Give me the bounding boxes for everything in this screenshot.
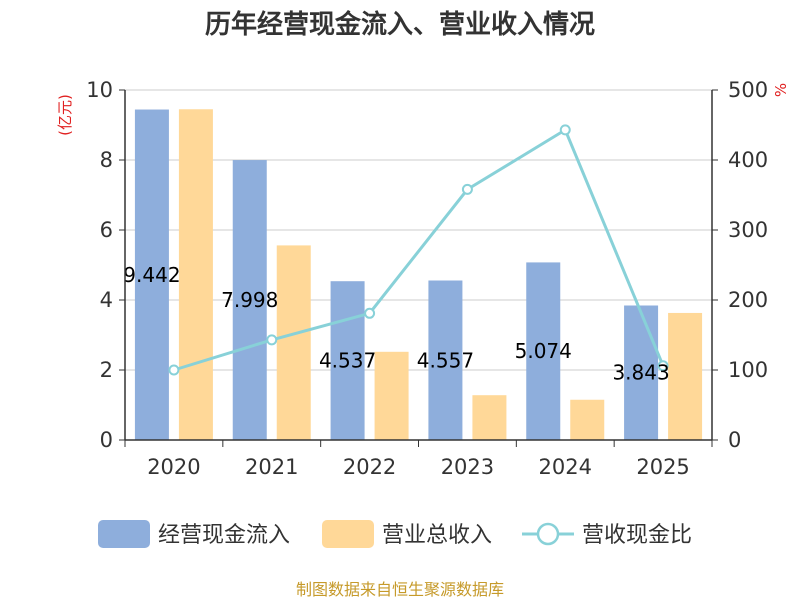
legend-marker	[536, 522, 560, 546]
legend-label: 经营现金流入	[158, 523, 290, 548]
line-series	[168, 124, 669, 376]
y-right-tick-label: 100	[728, 358, 768, 382]
y-left-tick-label: 0	[100, 428, 113, 452]
legend-label: 营收现金比	[582, 523, 692, 548]
data-label: 7.998	[221, 288, 278, 312]
y-right-tick-label: 300	[728, 218, 768, 242]
bar-cash-inflow	[526, 262, 561, 440]
data-label: 4.557	[417, 348, 474, 372]
bar-revenue	[472, 395, 507, 440]
x-tick-label: 2023	[441, 455, 494, 479]
y-left-tick-label: 4	[100, 288, 113, 312]
y-right-tick-label: 0	[728, 428, 741, 452]
data-label: 5.074	[515, 339, 572, 363]
data-label: 4.537	[319, 349, 376, 373]
y-left-tick-label: 2	[100, 358, 113, 382]
y-right-tick-label: 400	[728, 148, 768, 172]
bar-labels: 9.442 7.998 4.537 4.557 5.074 3.843	[123, 263, 669, 385]
line-point	[266, 334, 278, 346]
data-label: 9.442	[123, 263, 180, 287]
x-tick-label: 2020	[147, 455, 200, 479]
legend-swatch	[98, 520, 150, 548]
y-right-unit: %	[772, 83, 790, 97]
bar-cash-inflow	[428, 280, 463, 440]
bar-revenue	[570, 399, 605, 440]
chart-title: 历年经营现金流入、营业收入情况	[205, 9, 595, 40]
x-tick-label: 2021	[245, 455, 298, 479]
line-path	[173, 127, 665, 372]
bars	[134, 109, 703, 440]
x-tick-label: 2025	[636, 455, 689, 479]
y-right-tick-label: 500	[728, 78, 768, 102]
legend-swatch	[322, 520, 374, 548]
x-tick-label: 2024	[539, 455, 592, 479]
legend: 经营现金流入 营业总收入 营收现金比	[98, 520, 692, 548]
bar-cash-inflow	[134, 109, 169, 440]
line-point	[461, 183, 473, 195]
x-tick-label: 2022	[343, 455, 396, 479]
bar-revenue	[374, 351, 409, 440]
bar-revenue	[276, 245, 311, 440]
bar-revenue	[668, 312, 703, 440]
legend-label: 营业总收入	[382, 523, 492, 548]
bar-cash-inflow	[624, 305, 659, 440]
bar-cash-inflow	[330, 281, 365, 440]
line-point	[657, 360, 669, 372]
y-left-unit: (亿元)	[56, 94, 74, 136]
line-point	[168, 364, 180, 376]
source-note: 制图数据来自恒生聚源数据库	[296, 580, 504, 599]
y-left-tick-label: 8	[100, 148, 113, 172]
y-right-tick-label: 200	[728, 288, 768, 312]
y-left-tick-label: 6	[100, 218, 113, 242]
line-point	[364, 307, 376, 319]
y-left-tick-label: 10	[86, 78, 113, 102]
bar-revenue	[178, 109, 213, 440]
line-point	[559, 124, 571, 136]
bar-cash-inflow	[232, 160, 267, 440]
data-label: 3.843	[612, 361, 669, 385]
grid	[125, 89, 712, 371]
